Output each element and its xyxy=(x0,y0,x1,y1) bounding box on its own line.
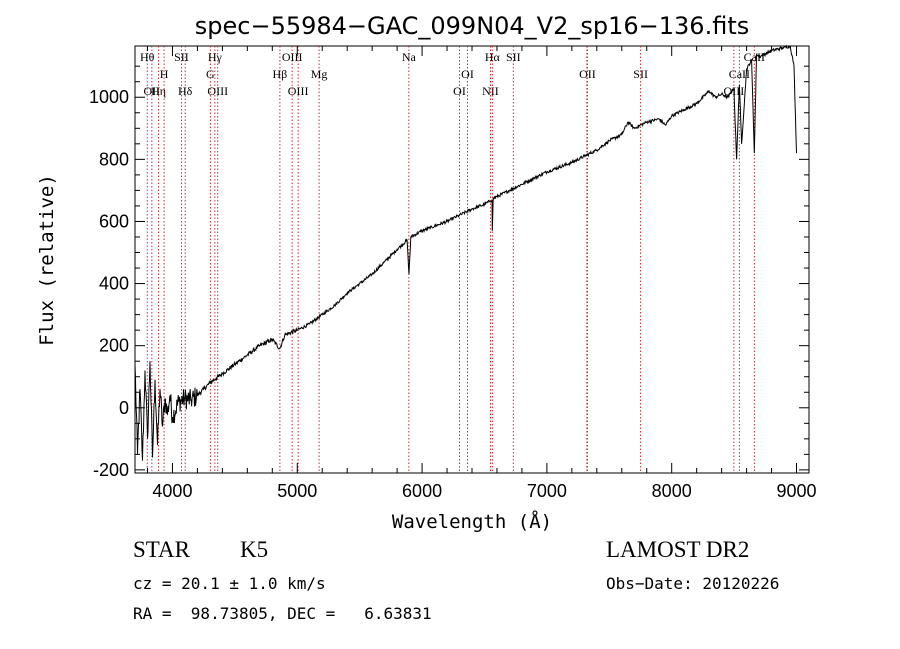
spectral-line-label: OIII xyxy=(282,50,303,64)
spectral-line-label: OI xyxy=(461,67,474,81)
info-panel: STAR K5 LAMOST DR2 cz = 20.1 ± 1.0 km/s … xyxy=(133,537,779,623)
spectral-line-label: Hη xyxy=(151,84,166,98)
line-markers: HθOIIHηHSIIHδGHγOIIIHβOIIIOIIIMgNaOIOINI… xyxy=(140,46,765,473)
spectral-line-label: OII xyxy=(579,67,596,81)
y-tick-label: 200 xyxy=(99,336,129,356)
x-tick-label: 8000 xyxy=(652,481,692,501)
y-tick-label: 0 xyxy=(119,398,129,418)
x-tick-label: 6000 xyxy=(402,481,442,501)
spectral-line-label: SII xyxy=(506,50,521,64)
x-axis-label: Wavelength (Å) xyxy=(392,510,552,533)
spectral-line-label: OII xyxy=(144,84,161,98)
x-tick-label: 4000 xyxy=(152,481,192,501)
y-tick-label: 400 xyxy=(99,274,129,294)
spectral-line-label: Mg xyxy=(311,67,328,81)
spectral-line-label: CaII xyxy=(729,67,750,81)
survey-name: LAMOST DR2 xyxy=(606,537,749,562)
spectral-line-label: H xyxy=(160,67,169,81)
spectral-line-label: NII xyxy=(482,84,499,98)
spectral-line-label: Na xyxy=(402,50,417,64)
spectral-line-label: CaII xyxy=(744,50,765,64)
obs-date: Obs−Date: 20120226 xyxy=(606,574,779,593)
y-tick-label: 600 xyxy=(99,211,129,231)
spectral-line-label: Hθ xyxy=(140,50,155,64)
y-tick-label: -200 xyxy=(93,460,129,480)
y-tick-label: 1000 xyxy=(89,87,129,107)
y-axis-label: Flux (relative) xyxy=(36,174,58,346)
spectral-line-label: G xyxy=(206,67,215,81)
axes-frame xyxy=(134,45,810,474)
y-tick-label: 800 xyxy=(99,149,129,169)
x-tick-label: 5000 xyxy=(277,481,317,501)
x-tick-label: 7000 xyxy=(527,481,567,501)
axis-ticks: 4000 5000 6000 7000 8000 9000 -200 0 200 400 600 80… xyxy=(89,46,817,501)
spectral-line-label: SII xyxy=(174,50,189,64)
spectrum-line xyxy=(134,44,797,461)
spectral-line-label: OI xyxy=(453,84,466,98)
spectral-line-label: Hγ xyxy=(208,50,223,64)
redshift-readout: cz = 20.1 ± 1.0 km/s xyxy=(133,574,326,593)
chart-title: spec−55984−GAC_099N04_V2_sp16−136.fits xyxy=(195,12,749,40)
x-tick-label: 9000 xyxy=(776,481,816,501)
spectral-line-label: Hβ xyxy=(273,67,288,81)
spectrum-layer xyxy=(134,44,797,461)
plot-area: HθOIIHηHSIIHδGHγOIIIHβOIIIOIIIMgNaOIOINI… xyxy=(89,44,817,501)
object-class: STAR xyxy=(133,537,191,562)
spectral-line-label: SII xyxy=(633,67,648,81)
spectral-line-label: OIII xyxy=(207,84,228,98)
spectral-line-label: Hα xyxy=(485,50,501,64)
ra-dec-readout: RA = 98.73805, DEC = 6.63831 xyxy=(133,604,432,623)
spectral-line-label: Hδ xyxy=(178,84,193,98)
object-subclass: K5 xyxy=(240,537,268,562)
spectral-line-label: OIII xyxy=(288,84,309,98)
